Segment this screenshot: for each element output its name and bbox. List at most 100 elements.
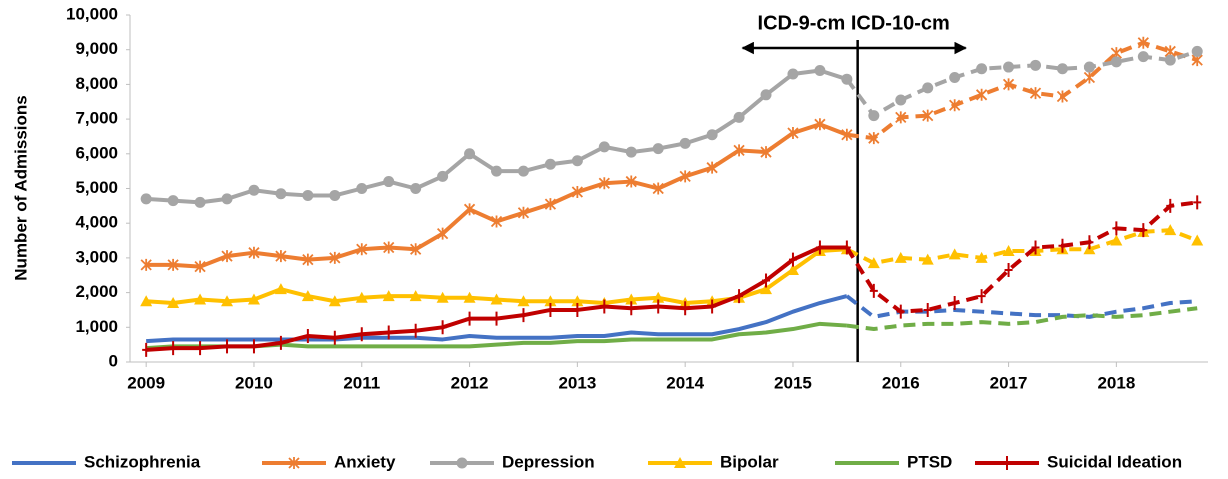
point (140, 258, 152, 271)
x-tick-label: 2017 (990, 373, 1028, 392)
point (142, 342, 151, 357)
legend-marker (1003, 456, 1011, 470)
y-tick-label: 7,000 (75, 109, 118, 128)
point (1164, 54, 1176, 66)
point (410, 243, 422, 256)
point (276, 335, 285, 350)
series (140, 224, 1204, 309)
point (896, 304, 905, 319)
point (627, 301, 636, 316)
point (598, 141, 610, 153)
point (1056, 63, 1068, 75)
point (167, 258, 179, 271)
point (1029, 87, 1042, 100)
point (544, 295, 557, 307)
point (546, 302, 555, 317)
point (598, 177, 610, 190)
legend-label: Schizophrenia (84, 452, 201, 471)
point (625, 293, 638, 305)
point (1164, 224, 1177, 236)
point (544, 158, 556, 170)
series-line (146, 68, 848, 205)
point (760, 283, 773, 295)
y-tick-label: 1,000 (75, 317, 118, 336)
x-tick-label: 2011 (343, 373, 380, 392)
legend-marker (456, 457, 468, 469)
point (223, 339, 232, 354)
point (383, 176, 395, 188)
legend-label: Depression (502, 452, 595, 471)
point (410, 183, 422, 194)
point (382, 290, 395, 302)
legend-label: PTSD (907, 452, 952, 471)
point (1002, 244, 1015, 256)
point (733, 111, 745, 123)
point (1110, 234, 1123, 246)
point (652, 143, 664, 155)
series-line-dashed (845, 200, 1198, 314)
point (355, 291, 368, 303)
series (146, 294, 1198, 344)
point (1193, 195, 1202, 210)
point (868, 132, 880, 145)
series (140, 45, 1203, 208)
y-tick-label: 4,000 (75, 213, 118, 232)
x-tick-label: 2010 (235, 373, 273, 392)
point (437, 170, 449, 182)
x-tick-label: 2012 (451, 373, 489, 392)
y-tick-label: 2,000 (75, 282, 118, 301)
point (1058, 238, 1067, 253)
point (1191, 234, 1204, 246)
point (1137, 51, 1149, 63)
point (949, 99, 961, 112)
point (760, 89, 772, 101)
point (329, 189, 341, 201)
point (384, 325, 393, 340)
point (922, 109, 934, 122)
x-tick-label: 2013 (558, 373, 596, 392)
series-line (146, 294, 848, 344)
point (167, 195, 179, 207)
point (1166, 198, 1175, 213)
point (600, 299, 609, 314)
point (949, 71, 961, 83)
point (1002, 78, 1015, 91)
point (786, 264, 799, 276)
point (708, 299, 717, 314)
point (868, 110, 880, 122)
point (869, 283, 878, 298)
point (517, 206, 530, 219)
point (921, 253, 934, 265)
point (950, 296, 959, 311)
point (357, 327, 366, 342)
point (491, 165, 503, 177)
point (679, 137, 691, 149)
point (1083, 61, 1095, 73)
point (169, 341, 178, 356)
point (330, 330, 339, 345)
point (247, 293, 260, 305)
point (463, 291, 476, 303)
point (654, 299, 663, 314)
point (841, 73, 853, 85)
point (652, 182, 664, 195)
point (167, 297, 180, 309)
point (465, 311, 474, 326)
point (1112, 221, 1121, 236)
legend-marker (288, 457, 300, 469)
series (140, 36, 1203, 273)
point (787, 126, 799, 139)
point (1191, 45, 1203, 57)
point (842, 240, 851, 255)
point (571, 155, 583, 167)
point (814, 118, 826, 131)
point (302, 189, 314, 201)
point (302, 253, 314, 266)
point (194, 196, 206, 208)
point (544, 198, 557, 211)
x-tick-label: 2015 (774, 373, 812, 392)
point (1004, 263, 1013, 278)
point (1031, 240, 1040, 255)
legend-label: Anxiety (334, 452, 396, 471)
